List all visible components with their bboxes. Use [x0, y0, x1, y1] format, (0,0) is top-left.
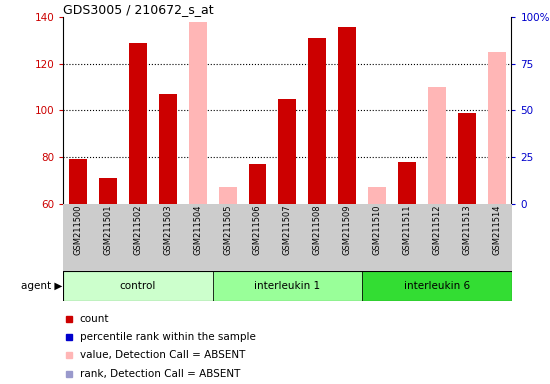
Text: GSM211510: GSM211510	[372, 205, 382, 255]
Text: GSM211504: GSM211504	[193, 205, 202, 255]
Text: control: control	[120, 281, 156, 291]
Bar	[458, 113, 476, 204]
Bar	[278, 99, 296, 204]
Bar	[309, 38, 326, 204]
Text: GSM211513: GSM211513	[462, 205, 471, 255]
Bar	[63, 271, 213, 301]
Text: interleukin 1: interleukin 1	[254, 281, 321, 291]
Text: GSM211508: GSM211508	[313, 205, 322, 255]
Text: percentile rank within the sample: percentile rank within the sample	[80, 332, 256, 342]
Text: GSM211507: GSM211507	[283, 205, 292, 255]
Text: GSM211511: GSM211511	[403, 205, 411, 255]
Bar	[368, 187, 386, 204]
Text: value, Detection Call = ABSENT: value, Detection Call = ABSENT	[80, 350, 245, 360]
Text: GSM211512: GSM211512	[432, 205, 441, 255]
Text: GSM211514: GSM211514	[492, 205, 501, 255]
Text: GSM211502: GSM211502	[134, 205, 142, 255]
Bar	[129, 43, 147, 204]
Bar	[213, 271, 362, 301]
Text: GSM211505: GSM211505	[223, 205, 232, 255]
Bar	[428, 87, 446, 204]
Text: GSM211500: GSM211500	[74, 205, 82, 255]
Bar	[99, 178, 117, 204]
Text: GDS3005 / 210672_s_at: GDS3005 / 210672_s_at	[63, 3, 214, 16]
Text: GSM211509: GSM211509	[343, 205, 351, 255]
Text: count: count	[80, 314, 109, 324]
Bar	[488, 52, 505, 204]
Bar	[249, 164, 266, 204]
Text: GSM211506: GSM211506	[253, 205, 262, 255]
Text: rank, Detection Call = ABSENT: rank, Detection Call = ABSENT	[80, 369, 240, 379]
Bar	[338, 26, 356, 204]
Text: GSM211501: GSM211501	[103, 205, 113, 255]
Bar	[398, 162, 416, 204]
Text: agent ▶: agent ▶	[21, 281, 63, 291]
Bar	[362, 271, 512, 301]
Text: interleukin 6: interleukin 6	[404, 281, 470, 291]
Bar	[159, 94, 177, 204]
Text: GSM211503: GSM211503	[163, 205, 172, 255]
Bar	[69, 159, 87, 204]
Bar	[219, 187, 236, 204]
Bar	[189, 22, 207, 204]
